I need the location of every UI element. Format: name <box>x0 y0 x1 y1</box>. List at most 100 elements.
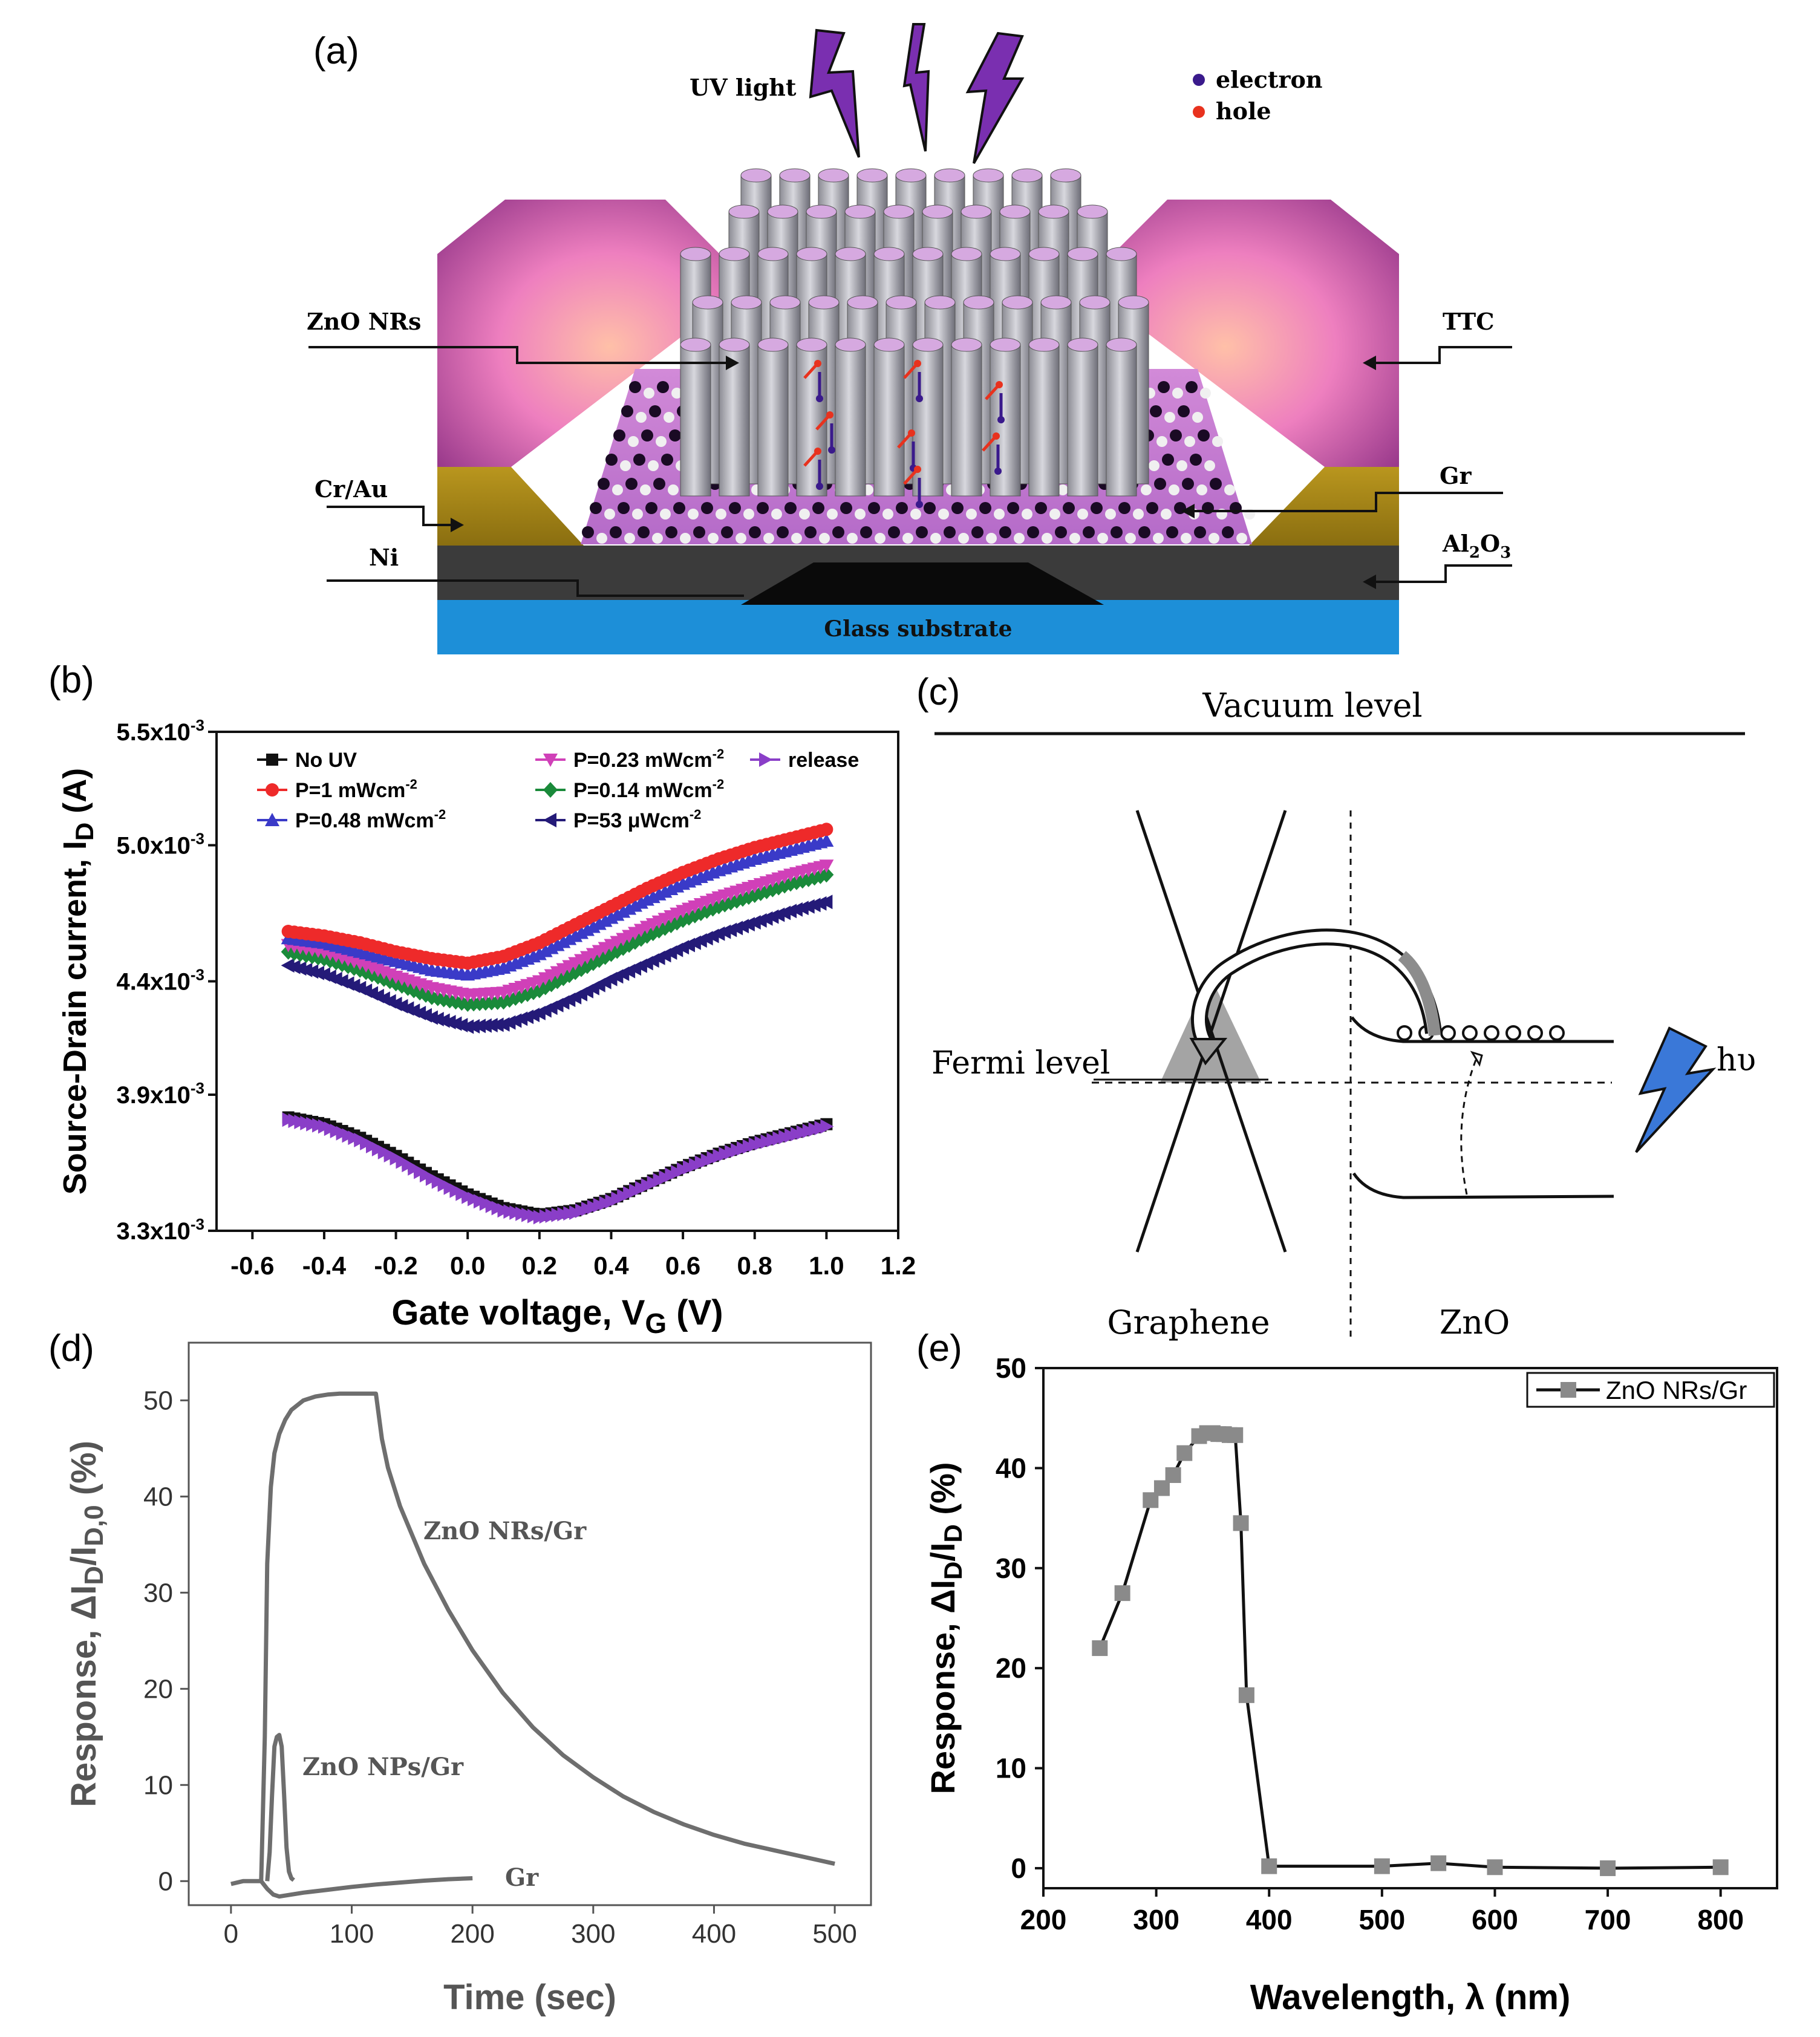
graphene-atom <box>916 526 928 538</box>
hv-bolt <box>1635 1026 1717 1153</box>
nanorod-top <box>796 247 827 261</box>
x-tick-label: 300 <box>571 1919 615 1949</box>
nanorod-top <box>806 204 837 219</box>
graphene-atom <box>966 509 977 520</box>
graphene-atom <box>1196 484 1207 495</box>
graphene-atom <box>847 533 858 544</box>
graphene-atom <box>784 502 797 514</box>
legend-label: P=0.23 mWcm-2 <box>573 746 724 772</box>
graphene-atom <box>986 533 997 544</box>
plot-frame <box>188 1341 872 1906</box>
nanorod-top <box>769 295 801 310</box>
y-tick-label: 30 <box>143 1578 173 1608</box>
nanorod <box>951 344 982 497</box>
nanorod <box>1028 344 1060 497</box>
graphene-atom <box>590 502 602 514</box>
nanorod-top <box>1077 204 1108 219</box>
zno-nrs-label: ZnO NRs <box>307 308 421 335</box>
excitation-arrowhead <box>1470 1051 1483 1067</box>
nanorod-top <box>1067 337 1098 352</box>
legend-label: P=0.14 mWcm-2 <box>573 777 724 802</box>
graphene-atom <box>628 436 639 447</box>
graphene-atom <box>1176 460 1187 471</box>
legend-marker <box>265 813 279 826</box>
graphene-atom <box>649 405 661 417</box>
hole-legend-label: hole <box>1216 97 1271 125</box>
cr-au-label: Cr/Au <box>315 475 388 503</box>
electron-legend-label: electron <box>1216 66 1322 93</box>
electron <box>916 395 923 402</box>
y-tick-label: 5.0x10-3 <box>117 830 204 859</box>
data-point <box>1227 1427 1244 1443</box>
graphene-atom <box>882 509 893 520</box>
y-tick-label: 20 <box>143 1674 173 1704</box>
graphene-atom <box>618 502 630 514</box>
data-point <box>820 1119 834 1134</box>
nanorod-top <box>1106 337 1137 352</box>
graphene-atom <box>1182 478 1194 490</box>
conduction-band-electrons <box>1397 1025 1565 1041</box>
graphene-atom <box>1198 429 1210 442</box>
data-point <box>484 1018 498 1032</box>
fermi-level-label: Fermi level <box>931 1045 1111 1081</box>
callout-arrowheads <box>451 356 1376 589</box>
graphene-atom <box>1146 502 1158 514</box>
glass-substrate <box>437 599 1399 654</box>
electron <box>816 395 823 402</box>
graphene-atom <box>624 533 635 544</box>
graphene-atom <box>721 526 733 538</box>
data-point <box>819 867 834 883</box>
data-point <box>478 1018 492 1033</box>
data-point <box>1165 1467 1181 1483</box>
hole-arrow <box>903 363 918 379</box>
graphene-atom <box>636 412 647 423</box>
graphene-atom <box>1055 526 1067 538</box>
graphene-atom <box>632 509 643 520</box>
hole-arrow <box>985 385 999 400</box>
data-point <box>1430 1855 1447 1871</box>
ni-gate <box>741 562 1104 605</box>
nanorod-top <box>844 204 876 219</box>
x-tick-label: 100 <box>330 1919 374 1949</box>
series-label: ZnO NRs/Gr <box>423 1517 587 1545</box>
cr-au-electrode-right <box>1249 467 1399 546</box>
nanorod-top <box>1106 247 1137 261</box>
nanorod-top <box>961 204 992 219</box>
graphene-atom <box>661 454 673 466</box>
nanorod-top <box>1038 204 1069 219</box>
graphene-atom <box>1097 533 1108 544</box>
series-line-zno-nrs-gr <box>230 1391 835 1886</box>
legend-marker <box>543 782 558 798</box>
graphene-atom <box>653 478 665 490</box>
x-tick-label: 0.0 <box>450 1251 485 1280</box>
graphene-atom <box>979 502 991 514</box>
graphene-atom <box>1156 436 1167 447</box>
ttc-left <box>437 200 750 467</box>
legend-item: release <box>750 749 859 772</box>
nanorod-top <box>796 337 827 352</box>
hole-legend-dot <box>1193 106 1205 118</box>
nanorod-top <box>740 168 772 183</box>
graphene-atom <box>1210 478 1222 490</box>
y-tick-label: 10 <box>143 1770 173 1800</box>
uv-light-label: UV light <box>690 74 797 101</box>
legend-label: P=0.48 mWcm-2 <box>295 807 446 832</box>
graphene-atom <box>827 509 838 520</box>
series-label: Gr <box>505 1863 539 1892</box>
ttc-label: TTC <box>1443 308 1494 335</box>
graphene-atom <box>819 533 830 544</box>
graphene-atom <box>1154 478 1166 490</box>
y-tick-label: 40 <box>996 1452 1026 1484</box>
x-tick-label: 600 <box>1472 1904 1518 1935</box>
panel-a-device-diagram: (a) Glass substrate UV light electron ho <box>307 23 1512 654</box>
graphene-atom <box>598 478 610 490</box>
series-line <box>288 1116 827 1216</box>
graphene-atom <box>1035 502 1047 514</box>
graphene-label: Graphene <box>1107 1303 1270 1341</box>
graphene-atom <box>656 436 667 447</box>
nanorod-top <box>692 295 723 310</box>
graphene-atom <box>777 526 789 538</box>
nanorod-top <box>818 168 849 183</box>
data-point <box>466 1019 480 1034</box>
series-release <box>282 1112 834 1225</box>
